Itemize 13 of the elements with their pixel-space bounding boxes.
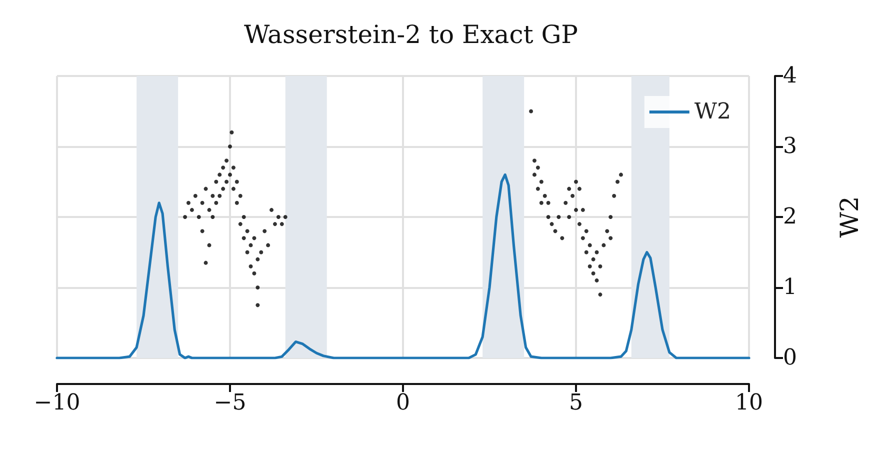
x-tick-label: 0: [396, 390, 410, 416]
y-tick-label: 0: [783, 346, 797, 370]
legend-label: W2: [694, 100, 731, 124]
x-tick-label: 5: [569, 390, 583, 416]
x-tick-label: −10: [34, 390, 80, 416]
y-tick-label: 1: [783, 275, 797, 300]
y-tick-label: 2: [783, 204, 797, 230]
y-tick-label: 3: [783, 134, 797, 159]
x-tick-label: 10: [735, 390, 763, 416]
y-axis-title: W2: [835, 196, 864, 238]
x-tick-label: −5: [214, 390, 246, 416]
chart-title: Wasserstein-2 to Exact GP: [244, 20, 578, 49]
y-tick-label: 4: [783, 64, 797, 88]
